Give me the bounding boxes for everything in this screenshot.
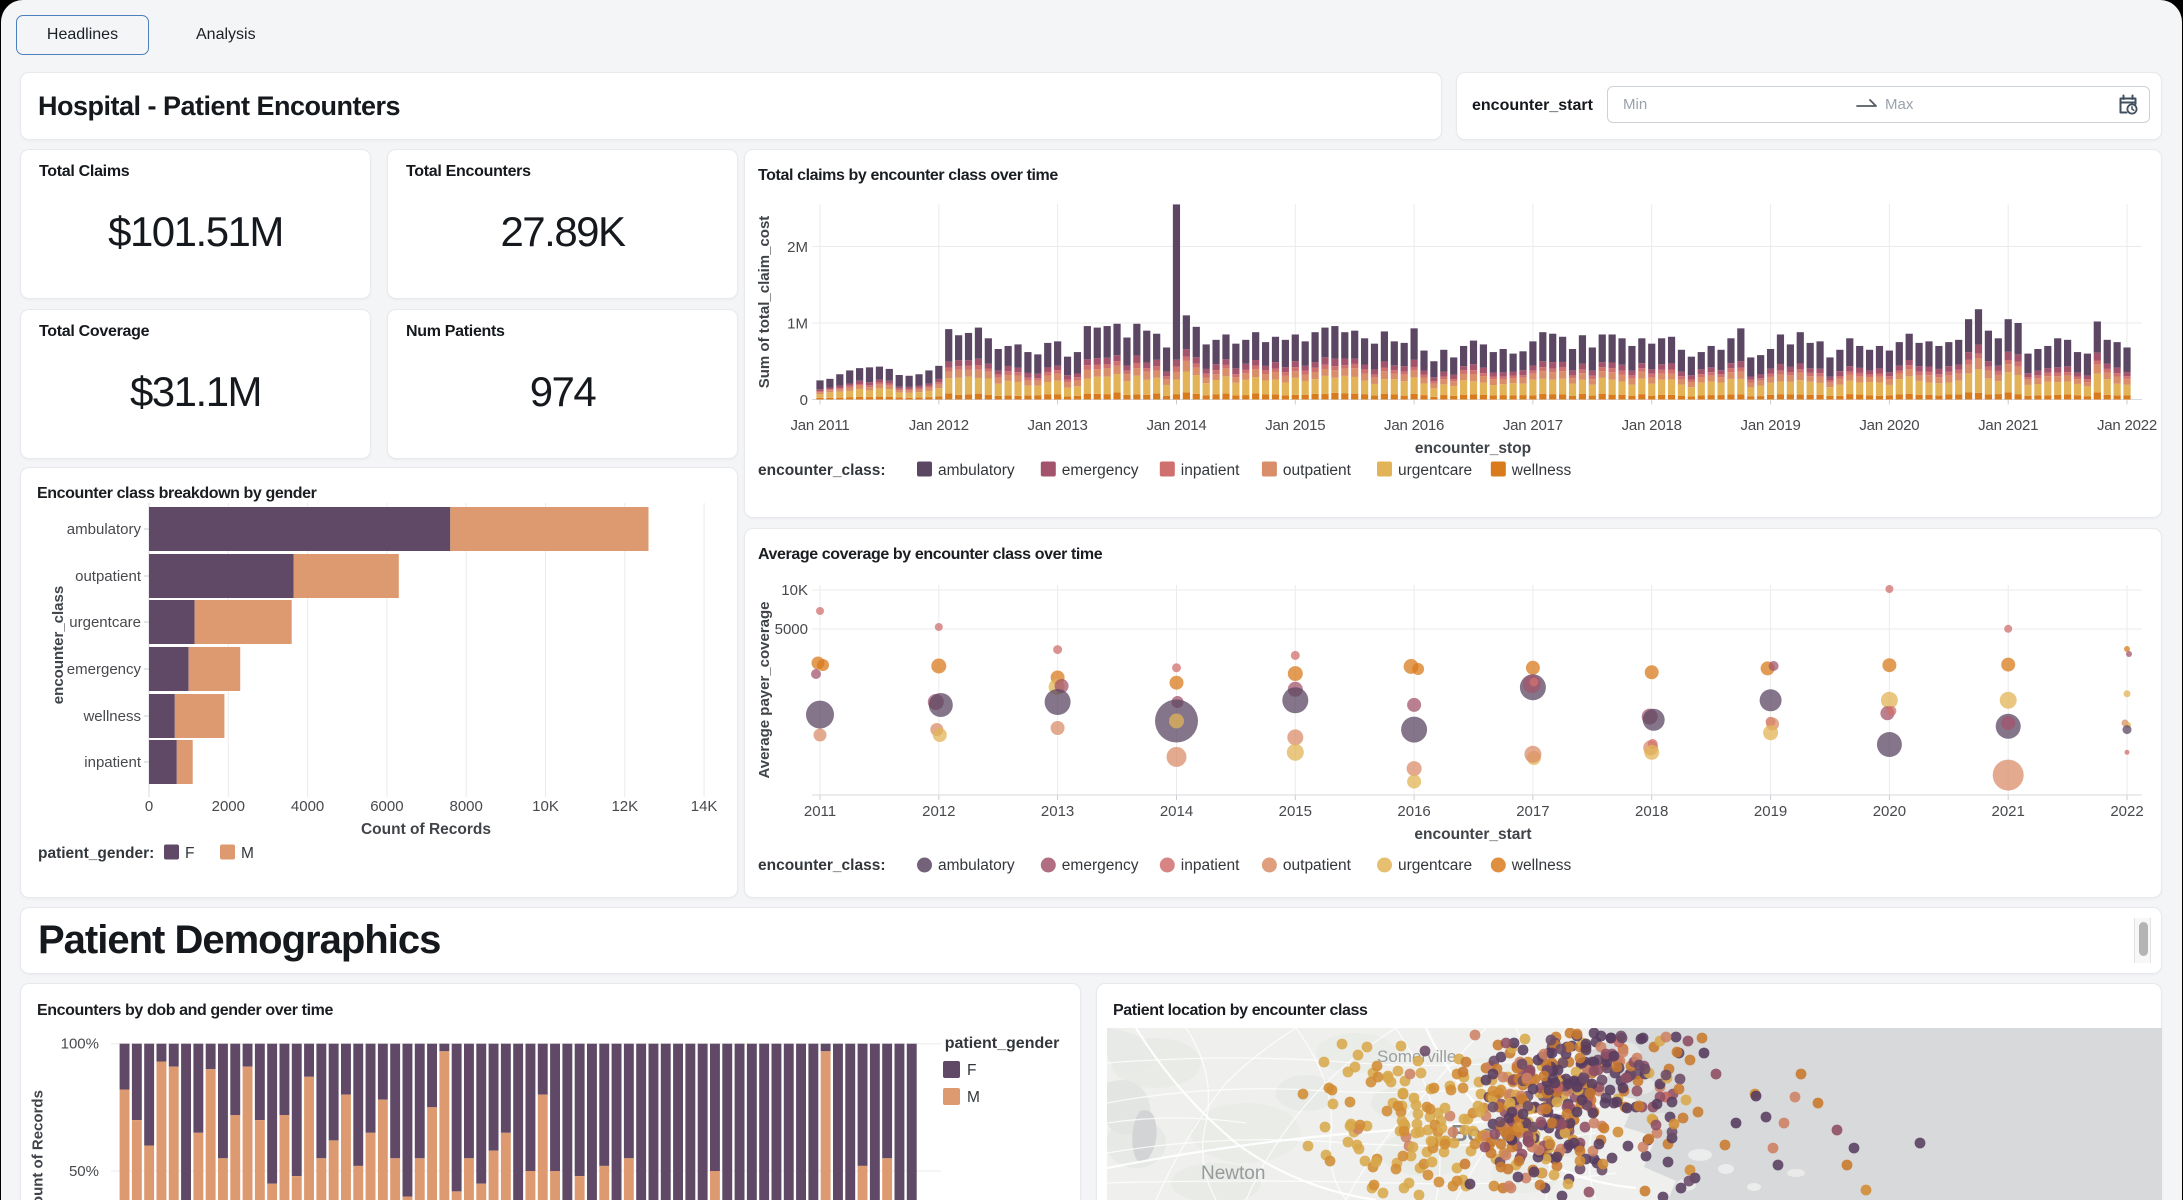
svg-text:2012: 2012 — [922, 803, 955, 820]
svg-text:inpatient: inpatient — [84, 754, 142, 771]
svg-text:Jan 2021: Jan 2021 — [1978, 417, 2038, 434]
svg-text:Jan 2017: Jan 2017 — [1503, 417, 1563, 434]
svg-text:2019: 2019 — [1754, 803, 1787, 820]
svg-text:encounter_start: encounter_start — [1414, 826, 1531, 843]
svg-text:patient_gender:: patient_gender: — [38, 845, 154, 862]
svg-text:8000: 8000 — [450, 798, 483, 815]
svg-text:Jan 2014: Jan 2014 — [1146, 417, 1206, 434]
svg-text:0: 0 — [800, 392, 808, 409]
svg-text:Patient location by encounter: Patient location by encounter class — [1113, 1002, 1368, 1019]
svg-text:Jan 2015: Jan 2015 — [1265, 417, 1325, 434]
svg-text:Total claims by encounter clas: Total claims by encounter class over tim… — [758, 167, 1058, 184]
svg-text:Count of Records: Count of Records — [361, 821, 491, 838]
svg-text:ambulatory: ambulatory — [938, 857, 1015, 874]
svg-text:4000: 4000 — [291, 798, 324, 815]
svg-text:Jan 2016: Jan 2016 — [1384, 417, 1444, 434]
svg-text:wellness: wellness — [82, 708, 141, 725]
svg-text:outpatient: outpatient — [1283, 857, 1352, 874]
svg-text:urgentcare: urgentcare — [1398, 462, 1472, 479]
svg-text:wellness: wellness — [1511, 462, 1572, 479]
svg-text:outpatient: outpatient — [75, 568, 142, 585]
svg-text:2018: 2018 — [1635, 803, 1668, 820]
svg-text:inpatient: inpatient — [1181, 462, 1240, 479]
svg-text:100%: 100% — [61, 1036, 99, 1053]
svg-text:urgentcare: urgentcare — [1398, 857, 1472, 874]
svg-text:0: 0 — [145, 798, 153, 815]
svg-text:2021: 2021 — [1992, 803, 2025, 820]
svg-text:Jan 2020: Jan 2020 — [1859, 417, 1919, 434]
svg-text:12K: 12K — [611, 798, 638, 815]
svg-text:Jan 2022: Jan 2022 — [2097, 417, 2157, 434]
svg-text:emergency: emergency — [67, 661, 142, 678]
svg-text:2016: 2016 — [1397, 803, 1430, 820]
svg-text:2014: 2014 — [1160, 803, 1193, 820]
svg-text:Average payer_coverage: Average payer_coverage — [756, 601, 773, 778]
svg-text:10K: 10K — [781, 582, 808, 599]
svg-text:Count of Records: Count of Records — [30, 1090, 47, 1200]
svg-text:2015: 2015 — [1279, 803, 1312, 820]
svg-text:Sum of total_claim_cost: Sum of total_claim_cost — [756, 216, 773, 389]
svg-text:2011: 2011 — [804, 803, 836, 820]
svg-text:F: F — [967, 1062, 976, 1079]
svg-text:ambulatory: ambulatory — [938, 462, 1015, 479]
svg-text:emergency: emergency — [1062, 857, 1139, 874]
svg-text:14K: 14K — [691, 798, 718, 815]
svg-text:inpatient: inpatient — [1181, 857, 1240, 874]
svg-text:urgentcare: urgentcare — [69, 614, 141, 631]
svg-text:2020: 2020 — [1873, 803, 1906, 820]
svg-text:F: F — [185, 845, 194, 862]
svg-text:Average coverage by encounter: Average coverage by encounter class over… — [758, 546, 1103, 563]
svg-text:M: M — [967, 1089, 980, 1106]
svg-text:patient_gender: patient_gender — [945, 1035, 1060, 1052]
svg-text:2017: 2017 — [1516, 803, 1549, 820]
svg-text:outpatient: outpatient — [1283, 462, 1352, 479]
svg-text:10K: 10K — [532, 798, 559, 815]
svg-text:wellness: wellness — [1511, 857, 1572, 874]
svg-text:Encounters by dob and gender o: Encounters by dob and gender over time — [37, 1002, 333, 1019]
svg-text:Jan 2011: Jan 2011 — [790, 417, 849, 434]
svg-text:Newton: Newton — [1201, 1163, 1265, 1184]
svg-text:emergency: emergency — [1062, 462, 1139, 479]
svg-text:Jan 2013: Jan 2013 — [1028, 417, 1088, 434]
svg-text:2000: 2000 — [212, 798, 245, 815]
svg-text:2M: 2M — [787, 239, 808, 256]
svg-text:50%: 50% — [69, 1163, 99, 1180]
svg-text:Jan 2012: Jan 2012 — [909, 417, 969, 434]
svg-text:Jan 2018: Jan 2018 — [1622, 417, 1682, 434]
svg-text:encounter_class:: encounter_class: — [758, 857, 886, 874]
svg-text:encounter_class: encounter_class — [50, 586, 67, 704]
svg-text:6000: 6000 — [370, 798, 403, 815]
svg-text:Encounter class breakdown by g: Encounter class breakdown by gender — [37, 485, 317, 502]
svg-text:2022: 2022 — [2110, 803, 2143, 820]
svg-text:2013: 2013 — [1041, 803, 1074, 820]
svg-text:M: M — [241, 845, 254, 862]
svg-text:1M: 1M — [787, 316, 808, 333]
svg-text:5000: 5000 — [775, 621, 808, 638]
svg-text:encounter_class:: encounter_class: — [758, 462, 886, 479]
svg-text:ambulatory: ambulatory — [67, 521, 142, 538]
svg-text:encounter_stop: encounter_stop — [1415, 440, 1531, 457]
svg-text:Jan 2019: Jan 2019 — [1741, 417, 1801, 434]
